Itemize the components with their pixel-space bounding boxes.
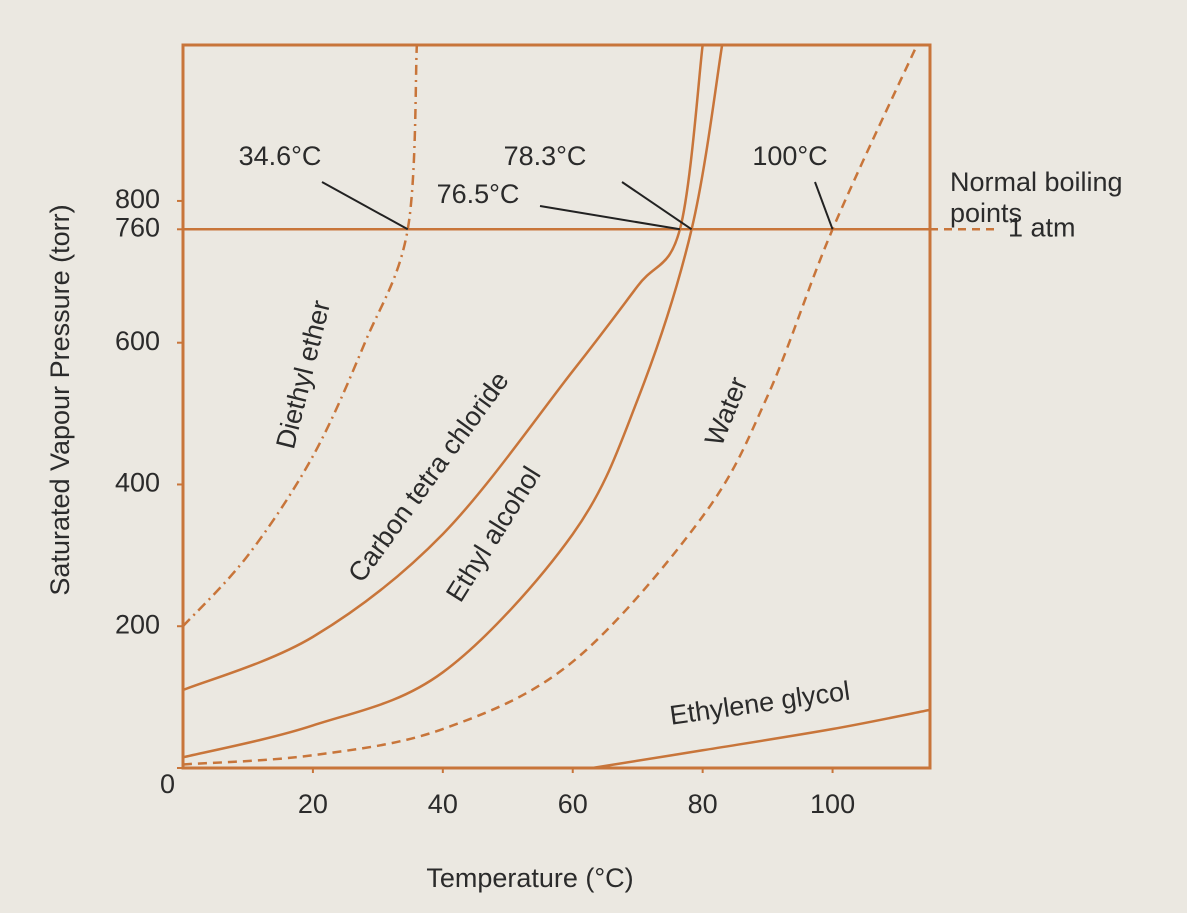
annotation-leader <box>814 181 834 230</box>
reference-label: 1 atm <box>1008 212 1076 242</box>
annotation-label: 76.5°C <box>437 179 520 209</box>
y-tick-label: 400 <box>115 468 160 498</box>
series-line <box>183 45 419 628</box>
x-tick-label: 80 <box>688 789 718 819</box>
y-tick-label: 200 <box>115 609 160 639</box>
x-tick-label: 20 <box>298 789 328 819</box>
x-tick-label: 60 <box>558 789 588 819</box>
plot-frame <box>181 43 932 770</box>
series-label: Ethylene glycol <box>668 676 852 731</box>
annotation-label: 78.3°C <box>504 141 587 171</box>
annotation-leader <box>321 181 409 231</box>
series-label: Ethyl alcohol <box>440 461 547 607</box>
legend-title: points <box>950 198 1022 228</box>
series-line <box>592 708 930 768</box>
y-tick-label: 0 <box>160 769 175 799</box>
annotation-label: 34.6°C <box>239 141 322 171</box>
x-tick-label: 40 <box>428 789 458 819</box>
series-line <box>183 45 704 692</box>
legend-title: Normal boiling <box>950 167 1123 197</box>
y-tick-label: 600 <box>115 326 160 356</box>
annotation-leader <box>621 181 693 231</box>
annotation-leader <box>539 205 681 231</box>
annotation-label: 100°C <box>752 141 827 171</box>
y-axis-label: Saturated Vapour Pressure (torr) <box>45 204 75 595</box>
x-tick-label: 100 <box>810 789 855 819</box>
y-tick-label: 760 <box>115 212 160 242</box>
x-axis-label: Temperature (°C) <box>426 863 633 893</box>
series-line <box>183 45 919 766</box>
y-tick-label: 800 <box>115 184 160 214</box>
series-label: Water <box>699 373 753 450</box>
